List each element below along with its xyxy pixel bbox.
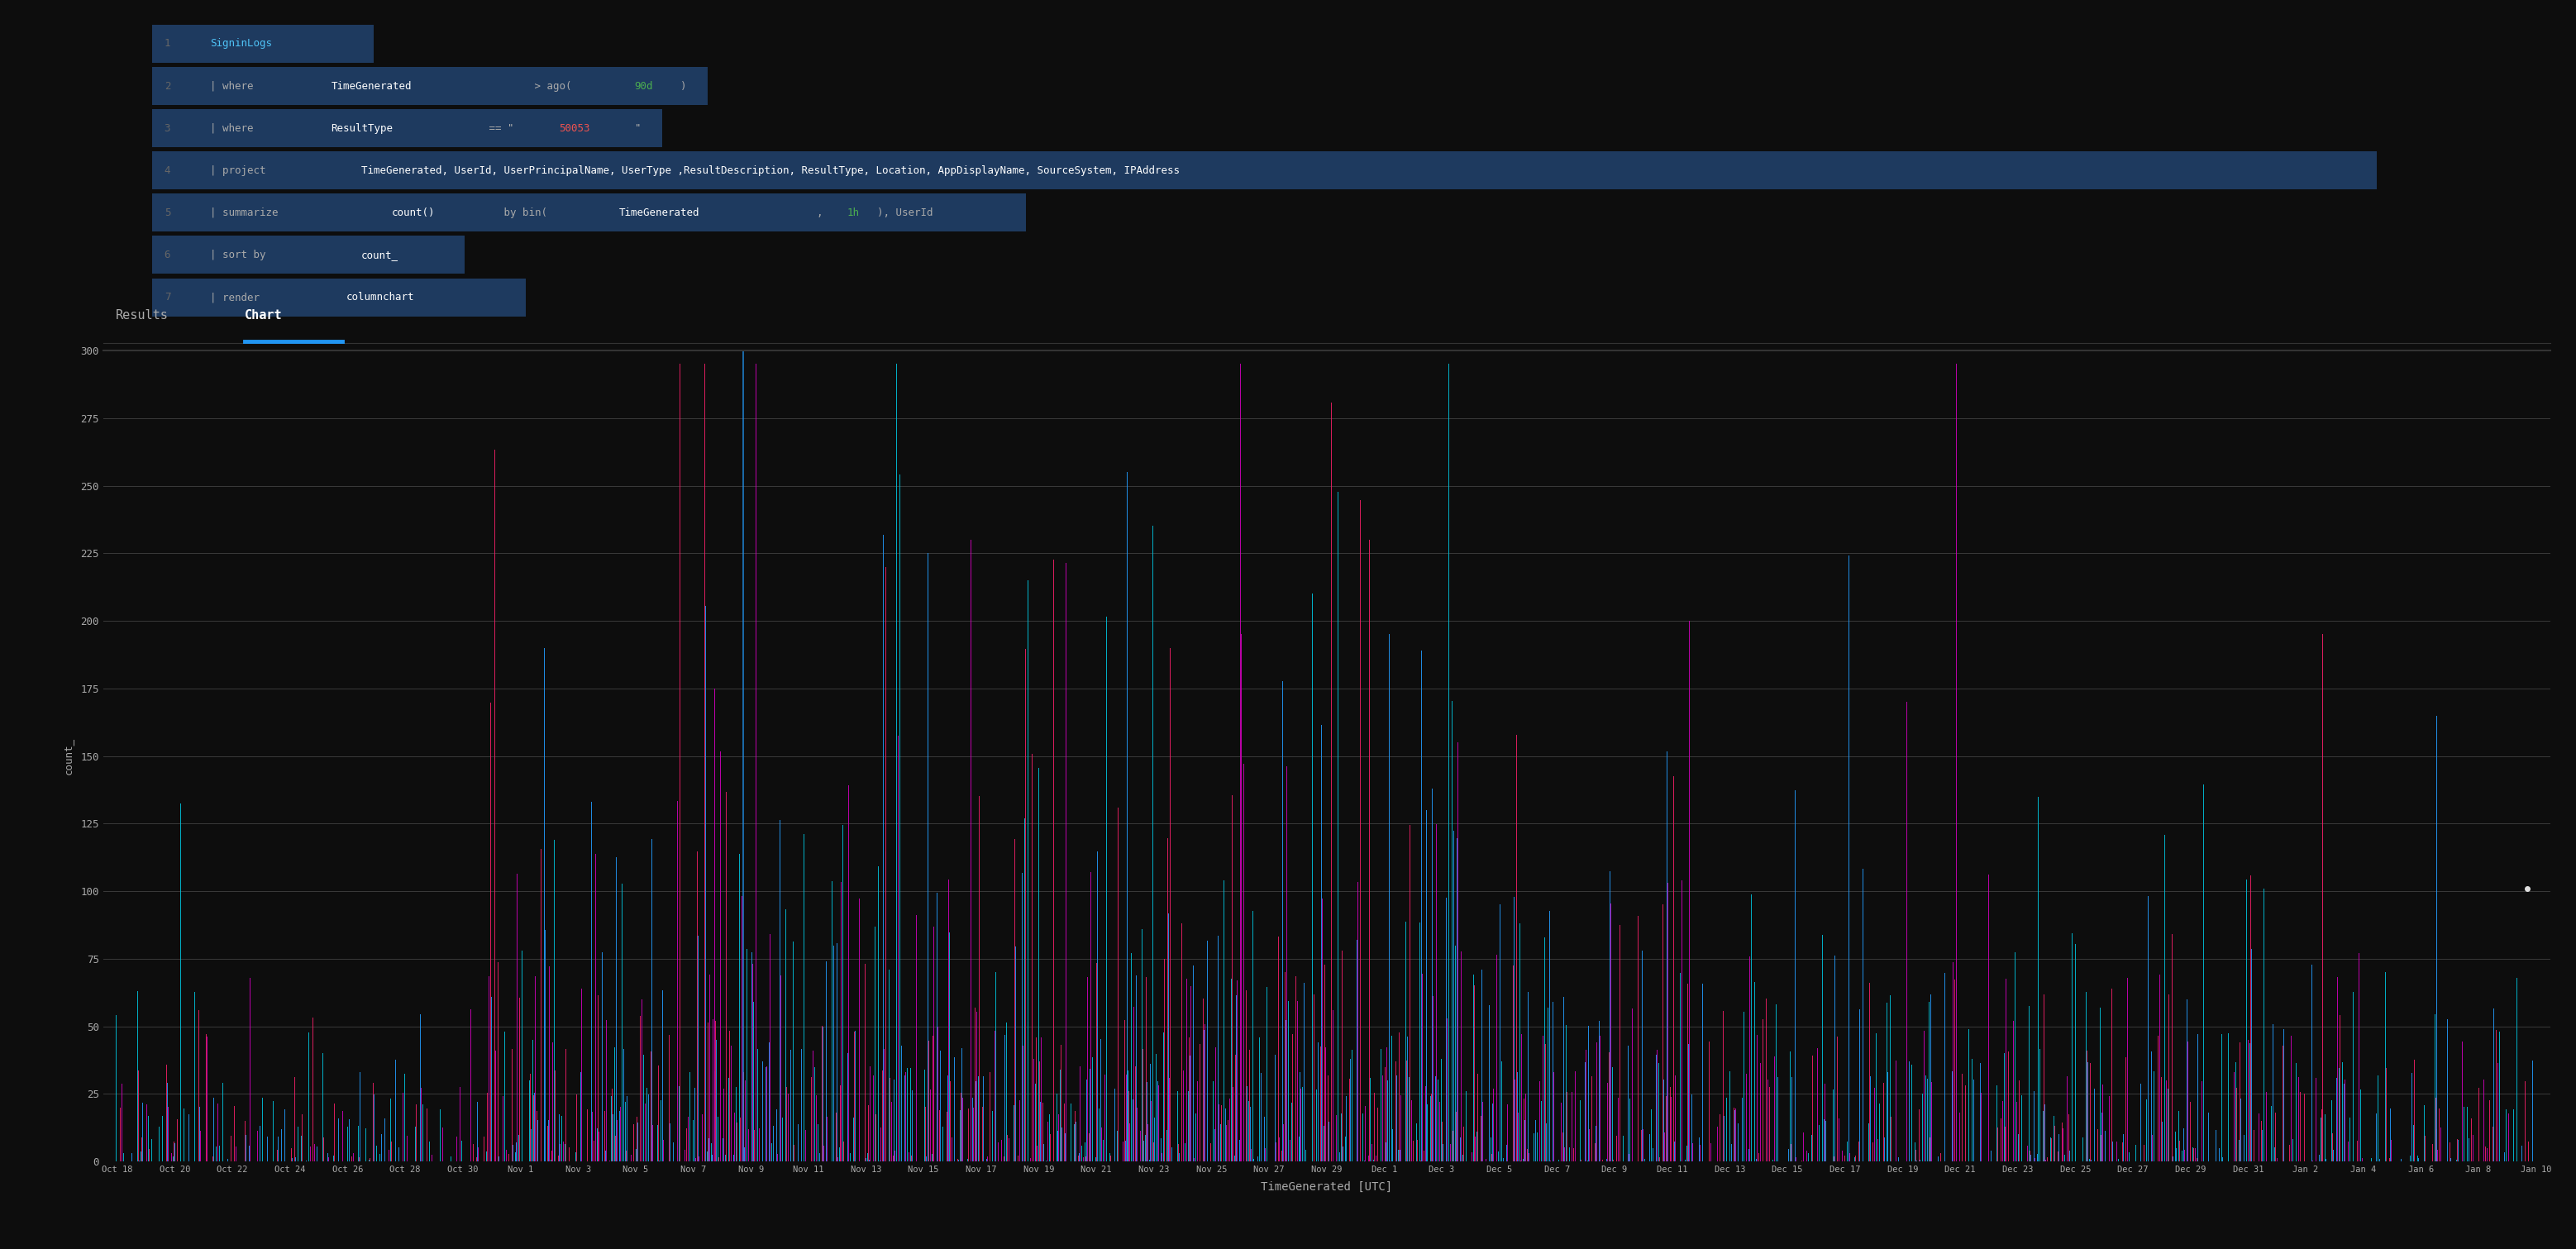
Text: 2: 2 <box>165 81 170 91</box>
Text: count_: count_ <box>361 250 399 260</box>
Bar <box>152 194 1025 232</box>
Text: Chart: Chart <box>245 310 283 322</box>
Text: ": " <box>634 122 641 134</box>
Text: | sort by: | sort by <box>209 250 270 260</box>
Text: 50053: 50053 <box>559 122 590 134</box>
Text: 1h: 1h <box>848 207 860 219</box>
Text: ): ) <box>680 81 685 91</box>
Text: == ": == " <box>482 122 513 134</box>
Text: 3: 3 <box>165 122 170 134</box>
Bar <box>152 25 374 62</box>
Text: | where: | where <box>209 122 260 134</box>
Text: 6: 6 <box>165 250 170 260</box>
Bar <box>152 279 526 316</box>
Text: > ago(: > ago( <box>528 81 572 91</box>
Text: | render: | render <box>209 292 265 302</box>
Text: TimeGenerated: TimeGenerated <box>618 207 701 219</box>
Text: Results: Results <box>116 310 167 322</box>
Bar <box>152 109 662 147</box>
Text: ResultType: ResultType <box>332 122 394 134</box>
Bar <box>152 236 464 274</box>
Text: TimeGenerated, UserId, UserPrincipalName, UserType ,ResultDescription, ResultTyp: TimeGenerated, UserId, UserPrincipalName… <box>361 165 1180 176</box>
Text: ,: , <box>817 207 829 219</box>
Text: 5: 5 <box>165 207 170 219</box>
Text: | where: | where <box>209 81 260 91</box>
Text: 4: 4 <box>165 165 170 176</box>
Text: | summarize: | summarize <box>209 207 283 219</box>
Text: count(): count() <box>392 207 435 219</box>
Text: by bin(: by bin( <box>497 207 549 219</box>
Text: 1: 1 <box>165 39 170 49</box>
Text: 90d: 90d <box>634 81 654 91</box>
Bar <box>152 151 2378 190</box>
Bar <box>152 67 708 105</box>
Text: columnchart: columnchart <box>345 292 415 302</box>
X-axis label: TimeGenerated [UTC]: TimeGenerated [UTC] <box>1260 1180 1394 1193</box>
Text: TimeGenerated: TimeGenerated <box>332 81 412 91</box>
Text: 7: 7 <box>165 292 170 302</box>
Text: SigninLogs: SigninLogs <box>209 39 270 49</box>
Text: | project: | project <box>209 165 270 176</box>
Text: ), UserId: ), UserId <box>878 207 933 219</box>
Y-axis label: count_: count_ <box>62 737 75 774</box>
